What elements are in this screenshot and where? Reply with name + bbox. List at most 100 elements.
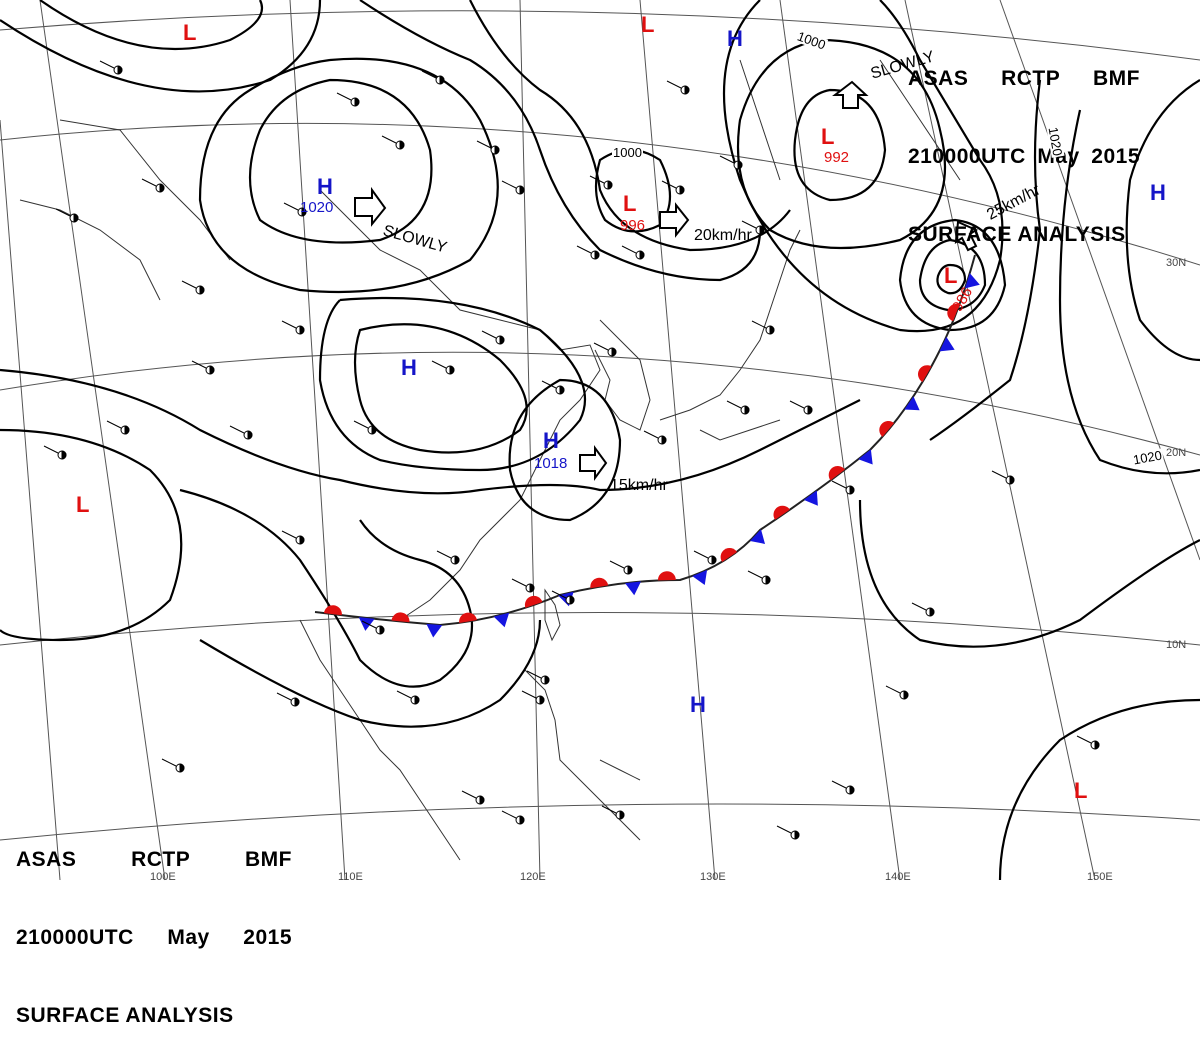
isobar-east-high-1 [1125,79,1200,362]
station-cloud-cover [414,695,420,705]
cold-front-triangle [939,336,955,352]
station-wind-barb [99,60,115,69]
isobar-se-1020 [858,499,1200,648]
station-wind-barb [789,400,805,409]
cold-front-triangle [750,529,766,544]
station-cloud-cover [73,213,79,223]
footer-month: May [167,926,210,949]
station-cloud-cover [354,97,360,107]
motion-996-low: 20km/hr [694,227,752,244]
motion-arrow-north-low [659,202,690,238]
station-cloud-cover [559,385,565,395]
coast-indochina [299,619,461,861]
meridian-100e [39,0,166,881]
warm-front-semicircle [524,595,543,608]
station-wind-barb [476,140,492,149]
station-wind-barb [336,92,352,101]
lon-label-100e: 100E [150,871,176,883]
isobar-label-1000-north: 1000 [612,145,643,160]
station-wind-barb [229,425,245,434]
station-wind-barb [551,590,567,599]
isobar-986-low-inner [936,263,967,295]
station-wind-barb [431,360,447,369]
cold-front-triangle [625,581,641,596]
station-wind-barb [353,420,369,429]
station-wind-barb [501,810,517,819]
station-wind-barb [141,178,157,187]
station-wind-barb [396,690,412,699]
isobar-low-outer [722,0,1004,333]
station-wind-barb [666,80,682,89]
station-cloud-cover [661,435,667,445]
station-wind-barb [643,430,659,439]
motion-arrow-1018 [579,444,608,482]
high-marker-east: H [1150,180,1166,205]
station-wind-barb [511,578,527,587]
station-cloud-cover [849,785,855,795]
warm-front-semicircle [720,548,738,563]
low-pressure-992: 992 [824,149,850,166]
footer-line-2: 210000UTC May 2015 [16,925,292,951]
station-wind-barb [43,445,59,454]
isobar-1018-high [508,378,622,522]
station-cloud-cover [929,607,935,617]
station-cloud-cover [379,625,385,635]
station-cloud-cover [684,85,690,95]
footer-line-1: ASAS RCTP BMF [16,847,292,873]
station-cloud-cover [301,207,307,217]
station-cloud-cover [519,815,525,825]
station-cloud-cover [117,65,123,75]
isobar-south-large [199,619,542,728]
isobar-1000-low-kamchatka [736,38,947,250]
station-wind-barb [831,480,847,489]
graticule [0,0,1200,881]
header-line-2: 210000UTC May 2015 [908,144,1140,170]
parallel-30n [0,122,1200,266]
station-cloud-cover [544,675,550,685]
station-cloud-cover [619,810,625,820]
station-cloud-cover [903,690,909,700]
cold-front-triangle [426,623,443,638]
lon-label-150e: 150E [1087,871,1113,883]
station-cloud-cover [454,555,460,565]
low-pressure-996: 996 [620,217,646,234]
station-wind-barb [831,780,847,789]
parallel-40n [0,10,1200,61]
header-code: BMF [1093,67,1140,90]
header-station: RCTP [1001,67,1061,90]
high-marker-south: H [690,692,706,717]
station-cloud-cover [679,185,685,195]
coast-sakhalin [739,59,781,181]
cold-front-triangle [358,617,375,631]
meridian-150e [904,0,1096,881]
low-marker-992: L [821,124,835,149]
isobar-china-high [353,323,528,454]
isobar-ridge-south [0,368,861,495]
station-wind-barb [281,320,297,329]
station-wind-barb [741,220,757,229]
low-marker-sw: L [76,492,90,517]
station-wind-barb [381,135,397,144]
warm-front-semicircle [918,365,932,383]
station-plots [43,60,1100,840]
header-line-1: ASAS RCTP BMF [908,66,1140,92]
station-cloud-cover [759,225,765,235]
meridian-far-west [0,119,61,881]
station-cloud-cover [849,485,855,495]
lat-label-20n: 20N [1166,447,1187,459]
cold-front-triangle [858,449,873,465]
station-wind-barb [501,180,517,189]
motion-1018-high: 15km/hr [610,477,668,494]
station-wind-barb [55,208,71,217]
station-cloud-cover [737,160,743,170]
high-marker-1018: H [543,428,559,453]
station-cloud-cover [539,695,545,705]
coast-japan [659,229,801,441]
isobar-nw-low-1 [39,0,263,50]
meridian-120e [519,0,541,881]
high-marker-sakhalin: H [727,26,743,51]
station-cloud-cover [569,595,575,605]
parallel-0 [0,803,1200,841]
header-time: 210000UTC [908,145,1026,168]
coast-inland-2 [19,199,161,301]
